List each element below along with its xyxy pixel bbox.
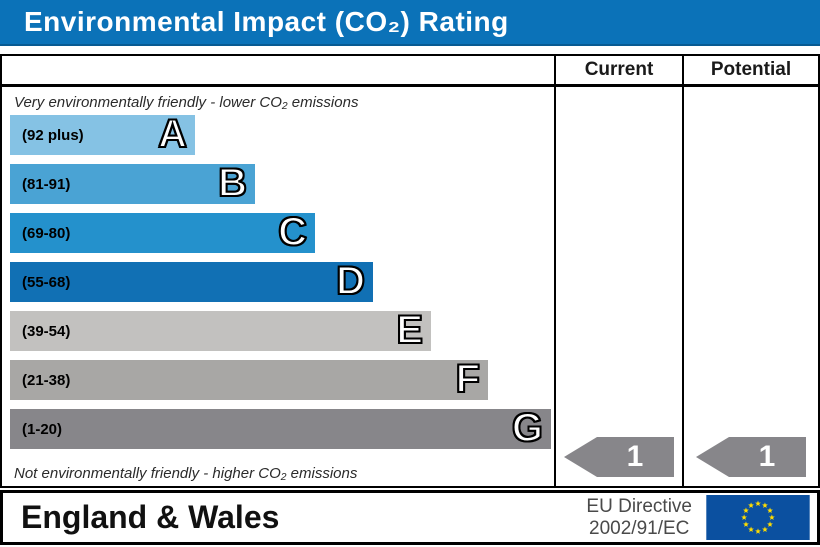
band-range-label: (69-80) xyxy=(22,224,71,242)
current-rating-cell: 1 xyxy=(556,87,684,486)
band-row-g: (1-20) G xyxy=(10,406,551,450)
potential-rating-cell: 1 xyxy=(684,87,818,486)
header-spacer xyxy=(2,56,556,87)
current-column-header: Current xyxy=(556,56,684,87)
band-row-c: (69-80) C xyxy=(10,210,315,254)
potential-rating-arrow: 1 xyxy=(696,437,806,477)
band-row-a: (92 plus) A xyxy=(10,112,195,156)
band-range-label: (55-68) xyxy=(22,273,71,291)
band-range-label: (92 plus) xyxy=(22,126,84,144)
band-letter: A xyxy=(157,112,188,156)
band-letter: F xyxy=(455,357,481,401)
band-row-b: (81-91) B xyxy=(10,161,255,205)
band-row-d: (55-68) D xyxy=(10,259,373,303)
top-note: Very environmentally friendly - lower CO… xyxy=(14,94,359,111)
eu-directive-label: EU Directive 2002/91/EC xyxy=(586,496,692,540)
band-range-label: (1-20) xyxy=(22,420,63,438)
page-title: Environmental Impact (CO₂) Rating xyxy=(24,6,509,37)
band-row-f: (21-38) F xyxy=(10,357,488,401)
band-row-e: (39-54) E xyxy=(10,308,431,352)
band-letter: C xyxy=(277,210,308,254)
eu-directive-line2: 2002/91/EC xyxy=(589,517,690,539)
band-range-label: (21-38) xyxy=(22,371,71,389)
footer: England & Wales EU Directive 2002/91/EC xyxy=(0,490,820,545)
rating-table: Current Potential Very environmentally f… xyxy=(0,54,820,488)
band-range-label: (81-91) xyxy=(22,175,71,193)
current-rating-arrow: 1 xyxy=(564,437,674,477)
eu-directive-line1: EU Directive xyxy=(586,495,692,517)
band-range-label: (39-54) xyxy=(22,322,71,340)
band-letter: D xyxy=(335,259,366,303)
region-label: England & Wales xyxy=(21,499,280,535)
potential-column-header: Potential xyxy=(684,56,818,87)
band-letter: B xyxy=(217,161,248,205)
band-column: Very environmentally friendly - lower CO… xyxy=(2,87,556,486)
title-bar: Environmental Impact (CO₂) Rating xyxy=(0,0,820,46)
band-stack: (92 plus) A (81-91) B (69-80) C (55-68) … xyxy=(2,112,554,450)
band-letter: G xyxy=(511,406,544,450)
bottom-note: Not environmentally friendly - higher CO… xyxy=(14,465,358,482)
potential-rating-value: 1 xyxy=(758,440,776,473)
band-letter: E xyxy=(395,308,424,352)
current-rating-value: 1 xyxy=(626,440,644,473)
eu-flag-icon xyxy=(706,495,810,540)
